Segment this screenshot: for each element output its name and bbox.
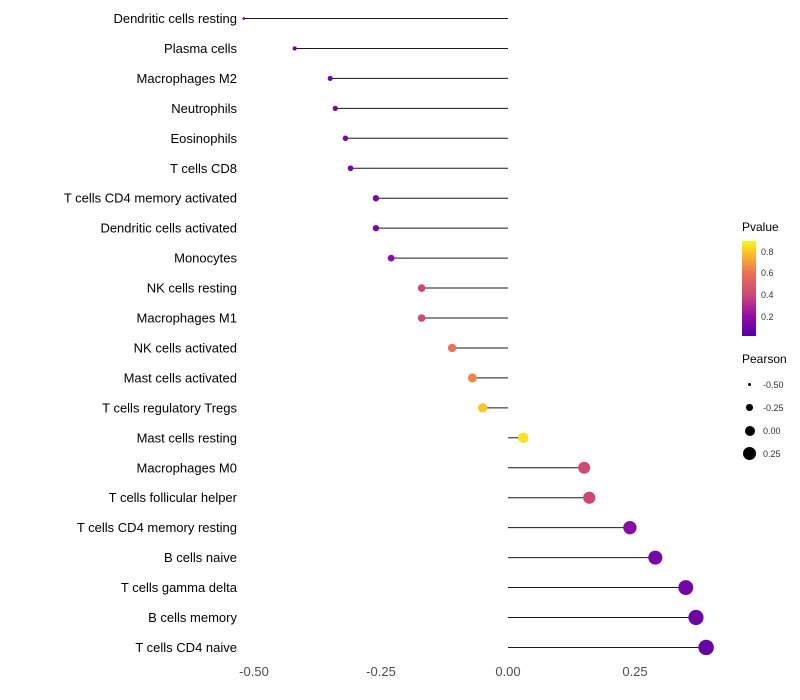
pearson-legend-dot-icon <box>748 383 751 386</box>
pearson-legend-entry: 0.00 <box>742 419 800 442</box>
lollipop-dot <box>583 491 596 504</box>
category-label: T cells CD4 memory activated <box>64 191 237 206</box>
lollipop-dot <box>347 165 354 172</box>
category-label: T cells regulatory Tregs <box>102 400 237 415</box>
lollipop-dot <box>292 46 297 51</box>
pearson-legend-dot-box <box>742 425 757 436</box>
category-label: NK cells activated <box>134 340 237 355</box>
pearson-legend-entry: -0.25 <box>742 396 800 419</box>
x-axis-tick-label: 0.00 <box>495 664 520 679</box>
pearson-size-legend: -0.50 -0.25 0.00 0.25 <box>742 373 800 465</box>
pearson-legend-tick-label: 0.00 <box>763 425 781 436</box>
pearson-legend-dot-box <box>742 404 757 411</box>
pearson-legend-tick-label: 0.25 <box>763 448 781 459</box>
pvalue-legend-tick-label: 0.4 <box>761 289 774 300</box>
lollipop-dot <box>578 461 591 474</box>
lollipop-dot <box>678 580 694 595</box>
pearson-legend-dot-icon <box>746 404 753 411</box>
x-axis-tick-label: -0.25 <box>366 664 396 679</box>
lollipop-dot <box>332 105 338 111</box>
category-label: Macrophages M0 <box>137 460 237 475</box>
pearson-legend-entry: 0.25 <box>742 442 800 465</box>
lollipop-dot <box>518 432 529 444</box>
pvalue-gradient-bar <box>742 241 756 336</box>
lollipop-dot <box>242 17 246 20</box>
pearson-legend-dot-box <box>742 383 757 386</box>
pearson-legend-tick-label: -0.50 <box>763 379 784 390</box>
category-label: B cells naive <box>164 550 237 565</box>
category-label: NK cells resting <box>147 281 237 296</box>
pvalue-legend-tick-label: 0.6 <box>761 268 774 279</box>
category-label: Mast cells activated <box>124 370 237 385</box>
pearson-legend-title: Pearson <box>742 352 787 366</box>
category-label: T cells CD4 naive <box>135 640 237 655</box>
lollipop-dot <box>327 75 333 81</box>
lollipop-dot <box>417 284 426 292</box>
category-label: B cells memory <box>148 610 237 625</box>
category-label: Neutrophils <box>171 101 237 116</box>
x-axis-tick-label: 0.25 <box>622 664 647 679</box>
pvalue-legend: 0.8 0.6 0.4 0.2 <box>742 241 800 336</box>
pvalue-legend-tick-label: 0.8 <box>761 246 774 257</box>
category-label: T cells CD4 memory resting <box>77 520 237 535</box>
category-label: Mast cells resting <box>137 430 237 445</box>
lollipop-dot <box>372 224 380 232</box>
lollipop-dot <box>417 314 426 322</box>
lollipop-dot <box>387 254 395 262</box>
category-label: Monocytes <box>174 251 237 266</box>
pvalue-legend-title: Pvalue <box>742 220 779 234</box>
pearson-legend-dot-icon <box>744 425 755 436</box>
category-label: Dendritic cells activated <box>100 221 237 236</box>
lollipop-dot <box>623 520 637 535</box>
category-label: T cells gamma delta <box>121 580 238 595</box>
lollipop-dot <box>447 343 457 353</box>
legend-panel: Pvalue 0.8 0.6 0.4 0.2 Pearson -0.50 -0.25 0.… <box>742 220 800 465</box>
pvalue-legend-tick-label: 0.2 <box>761 311 774 322</box>
category-label: T cells follicular helper <box>109 490 238 505</box>
x-axis-tick-label: -0.50 <box>239 664 269 679</box>
lollipop-dot <box>688 609 704 626</box>
pearson-legend-tick-label: -0.25 <box>763 402 784 413</box>
category-label: Eosinophils <box>171 131 238 146</box>
lollipop-dot <box>698 639 714 656</box>
category-label: T cells CD8 <box>170 161 237 176</box>
lollipop-dot <box>467 373 477 383</box>
lollipop-dot <box>372 195 380 202</box>
pearson-legend-dot-box <box>742 446 757 461</box>
category-label: Dendritic cells resting <box>113 11 237 26</box>
pearson-legend-dot-icon <box>742 446 757 461</box>
category-label: Macrophages M2 <box>137 71 237 86</box>
lollipop-dot <box>342 135 349 142</box>
lollipop-dot <box>648 550 663 565</box>
pearson-legend-entry: -0.50 <box>742 373 800 396</box>
category-label: Macrophages M1 <box>137 311 237 326</box>
lollipop-dot <box>477 403 488 413</box>
category-label: Plasma cells <box>164 41 237 56</box>
